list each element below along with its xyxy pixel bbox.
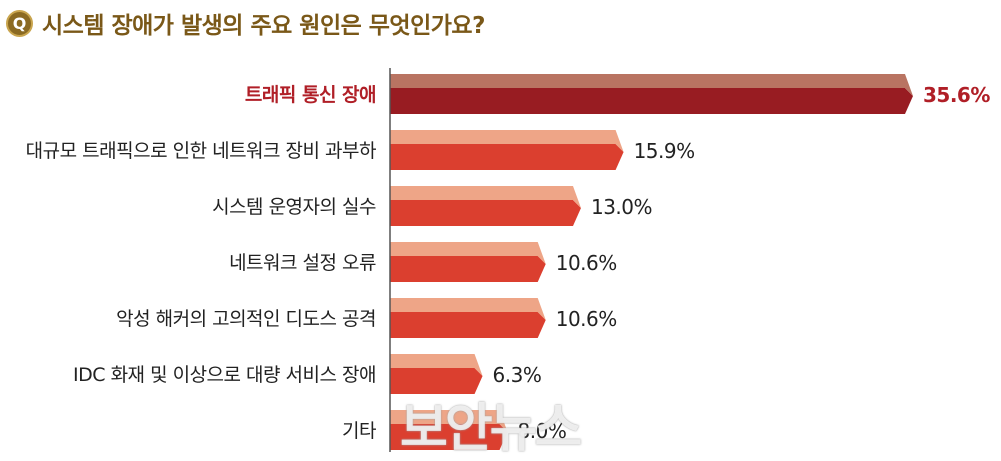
category-label: IDC 화재 및 이상으로 대량 서비스 장애 (73, 364, 376, 386)
bar-group: 네트워크 설정 오류 10.6% (229, 242, 617, 282)
bar (390, 200, 581, 226)
bar (390, 88, 913, 114)
category-label: 시스템 운영자의 실수 (212, 196, 376, 218)
bar-highlight-strip (390, 130, 624, 152)
value-label: 35.6% (923, 83, 990, 107)
bar (390, 144, 624, 170)
value-label: 10.6% (556, 307, 617, 331)
category-label: 악성 해커의 고의적인 디도스 공격 (116, 308, 376, 330)
category-label: 네트워크 설정 오류 (229, 252, 376, 274)
bar-highlight-strip (390, 186, 581, 208)
bar-highlight-strip (390, 74, 913, 96)
bar-group: 악성 해커의 고의적인 디도스 공격 10.6% (116, 298, 617, 338)
bar (390, 368, 483, 394)
value-label: 8.0% (518, 419, 567, 443)
bar-group: 기타 8.0% (342, 410, 567, 450)
bar-highlight-strip (390, 354, 483, 376)
category-label: 트래픽 통신 장애 (245, 84, 376, 106)
value-label: 6.3% (493, 363, 542, 387)
chart-title: 시스템 장애가 발생의 주요 원인은 무엇인가요? (42, 13, 485, 39)
category-label: 대규모 트래픽으로 인한 네트워크 장비 과부하 (26, 140, 376, 162)
question-badge: Q (6, 9, 33, 37)
category-label: 기타 (342, 420, 376, 442)
bar-group: 트래픽 통신 장애 35.6% (245, 74, 991, 114)
bar-highlight-strip (390, 298, 546, 320)
bar-highlight-strip (390, 242, 546, 264)
bar (390, 312, 546, 338)
value-label: 13.0% (591, 195, 652, 219)
bar-highlight-strip (390, 410, 508, 432)
bar (390, 256, 546, 282)
value-label: 15.9% (634, 139, 695, 163)
bar-group: 대규모 트래픽으로 인한 네트워크 장비 과부하 15.9% (26, 130, 695, 170)
bar (390, 424, 508, 450)
bar-group: IDC 화재 및 이상으로 대량 서비스 장애 6.3% (73, 354, 542, 394)
bar-group: 시스템 운영자의 실수 13.0% (212, 186, 653, 226)
value-label: 10.6% (556, 251, 617, 275)
chart-header: Q 시스템 장애가 발생의 주요 원인은 무엇인가요? (6, 6, 485, 40)
